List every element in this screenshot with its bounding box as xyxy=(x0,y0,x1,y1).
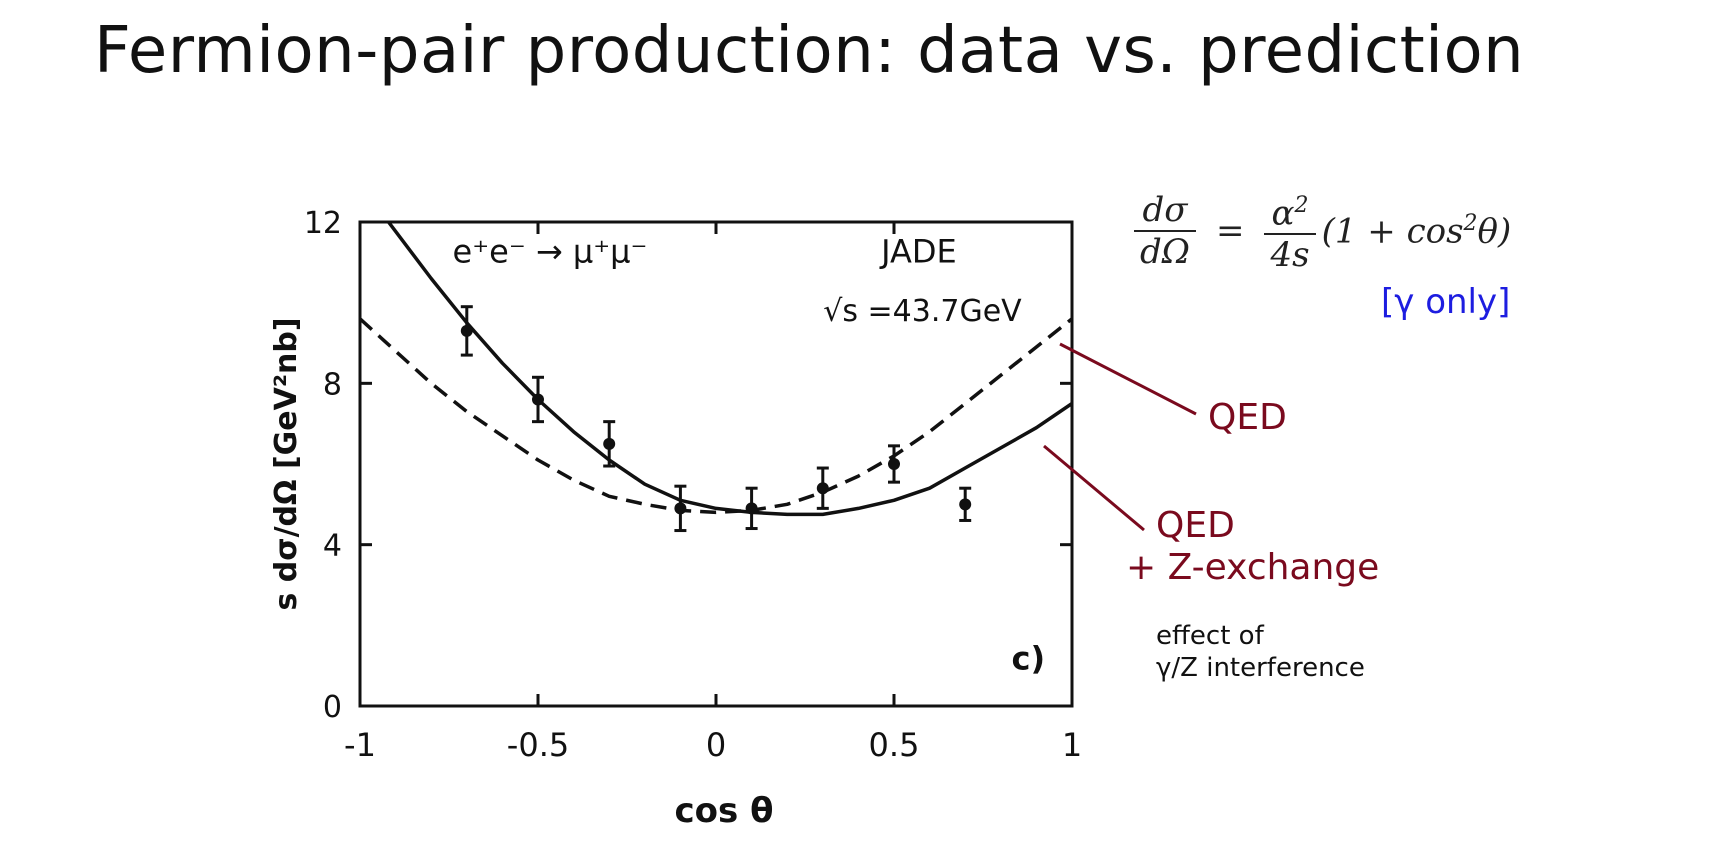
formula-rhs-numerator: α2 xyxy=(1266,186,1315,233)
data-point xyxy=(674,484,687,533)
x-tick-label: -0.5 xyxy=(507,726,569,764)
curve-layer xyxy=(360,222,1072,517)
qed-z-leader-line xyxy=(1043,444,1145,532)
formula-angular-term: (1 + cos2θ) xyxy=(1322,211,1512,251)
formula-angular-term-b: θ) xyxy=(1477,210,1512,251)
y-tick-label: 12 xyxy=(304,206,342,241)
y-tick-label: 8 xyxy=(323,367,342,402)
y-axis-title: s dσ/dΩ [GeV²nb] xyxy=(269,317,304,610)
slide-title: Fermion-pair production: data vs. predic… xyxy=(94,14,1525,88)
data-point-layer xyxy=(460,305,972,533)
formula-equals: = xyxy=(1215,210,1245,251)
data-marker xyxy=(532,393,544,406)
alpha-exponent: 2 xyxy=(1294,193,1309,218)
leader-line-layer xyxy=(1043,342,1197,532)
energy-label: √s =43.7GeV xyxy=(823,294,1022,329)
y-tick-label: 0 xyxy=(323,690,342,725)
data-marker xyxy=(816,482,829,495)
x-tick-label: -1 xyxy=(344,726,376,764)
x-tick-label: 0 xyxy=(706,726,726,764)
fraction-bar xyxy=(1264,233,1316,236)
data-marker xyxy=(460,324,473,337)
data-point xyxy=(888,444,900,484)
data-point xyxy=(959,486,972,522)
formula-lhs-numerator: dσ xyxy=(1142,189,1188,230)
qed-leader-line xyxy=(1059,342,1197,416)
qed-z-annotation-line1: QED xyxy=(1156,505,1235,546)
formula-angular-term-a: (1 + cos xyxy=(1321,210,1464,251)
interference-note-line1: effect of xyxy=(1156,621,1264,651)
qed-annotation: QED xyxy=(1208,397,1287,438)
x-tick-label: 0.5 xyxy=(869,726,920,764)
data-marker xyxy=(603,437,616,450)
data-point xyxy=(816,466,829,510)
x-tick-label: 1 xyxy=(1062,726,1082,764)
data-marker xyxy=(674,502,687,515)
qed-z-annotation-line2: + Z-exchange xyxy=(1126,547,1380,588)
cross-section-formula: dσ dΩ = α2 4s (1 + cos2θ) xyxy=(1128,186,1511,275)
experiment-label: JADE xyxy=(879,232,957,270)
qed-curve xyxy=(360,317,1072,515)
gamma-only-note: [γ only] xyxy=(1381,282,1511,322)
alpha-symbol: α xyxy=(1271,193,1295,234)
y-tick-label: 4 xyxy=(323,529,342,564)
chart-frame-layer xyxy=(358,220,1074,708)
data-point xyxy=(745,486,758,531)
data-point xyxy=(532,375,544,424)
data-marker xyxy=(959,498,972,511)
interference-note: effect of γ/Z interference xyxy=(1156,620,1365,684)
data-marker xyxy=(745,502,758,515)
formula-rhs-fraction: α2 4s xyxy=(1264,186,1316,276)
chart-label-layer: -1 -0.5 0 0.5 1 0 4 8 12 cos θ s dσ/dΩ [GeV²nb] e⁺e… xyxy=(269,206,1082,831)
formula-rhs-denominator: 4s xyxy=(1270,235,1310,276)
data-point xyxy=(603,420,616,468)
formula-lhs-fraction: dσ dΩ xyxy=(1134,190,1196,272)
fraction-bar xyxy=(1134,229,1196,232)
data-point xyxy=(460,305,473,357)
x-axis-title: cos θ xyxy=(675,791,774,831)
data-marker xyxy=(888,458,900,470)
cos-exponent: 2 xyxy=(1463,210,1478,236)
formula-lhs-denominator: dΩ xyxy=(1140,231,1190,272)
process-label: e⁺e⁻ → μ⁺μ⁻ xyxy=(453,232,648,270)
interference-note-line2: γ/Z interference xyxy=(1156,653,1365,683)
qed-z-curve xyxy=(387,222,1072,517)
panel-label: c) xyxy=(1011,640,1045,678)
